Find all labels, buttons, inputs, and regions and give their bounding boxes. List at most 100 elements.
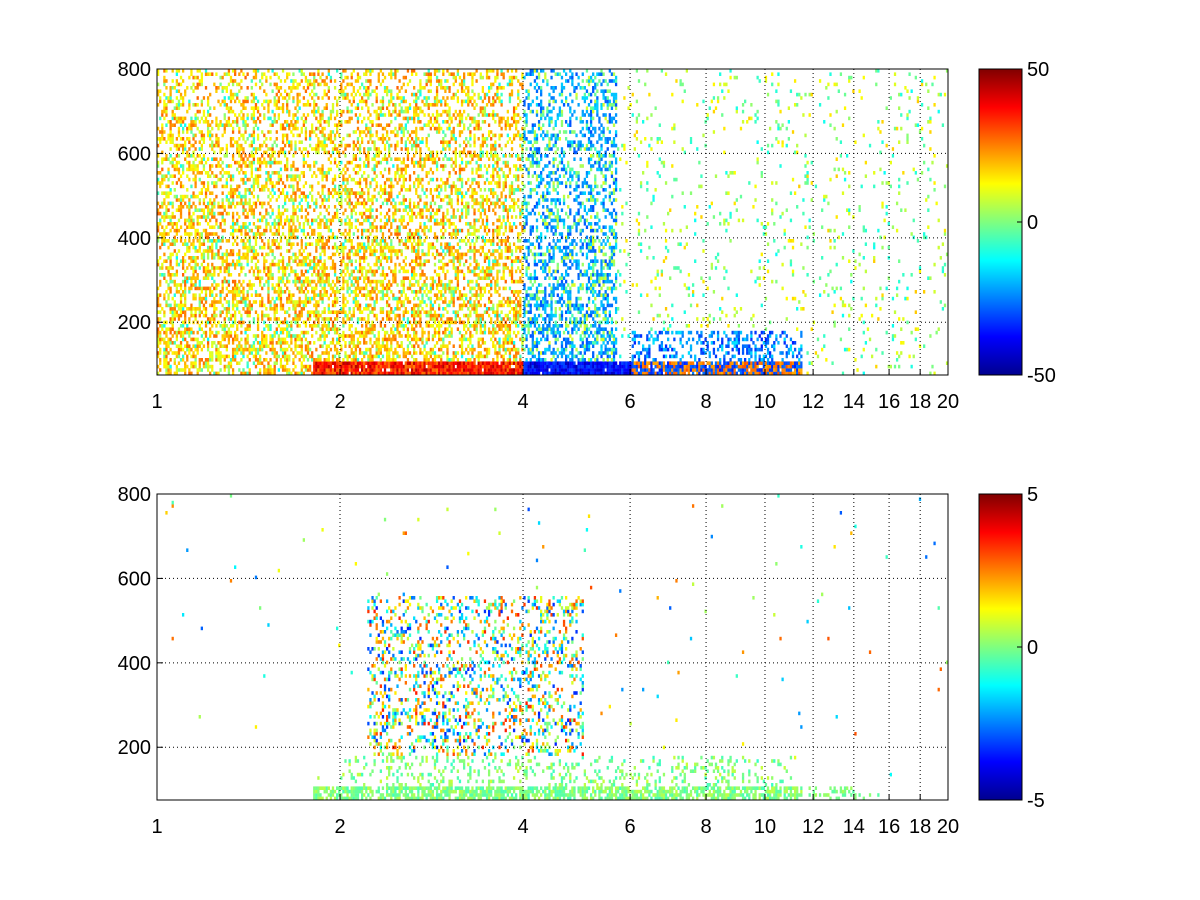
heatmap-cell bbox=[290, 371, 293, 376]
heatmap-cell bbox=[209, 123, 212, 127]
heatmap-cell bbox=[215, 307, 218, 311]
heatmap-cell bbox=[159, 361, 162, 365]
heatmap-cell bbox=[304, 245, 308, 250]
heatmap-cell bbox=[354, 290, 358, 294]
heatmap-cell bbox=[157, 310, 160, 314]
heatmap-cell bbox=[175, 120, 179, 124]
heatmap-cell bbox=[360, 174, 364, 178]
heatmap-cell bbox=[190, 130, 193, 134]
heatmap-cell bbox=[263, 266, 266, 270]
heatmap-cell bbox=[167, 191, 170, 195]
heatmap-cell bbox=[331, 218, 335, 223]
heatmap-cell bbox=[381, 252, 385, 257]
heatmap-cell bbox=[269, 337, 272, 342]
heatmap-cell bbox=[402, 286, 405, 291]
heatmap-cell bbox=[157, 82, 160, 87]
heatmap-cell bbox=[379, 273, 383, 277]
heatmap-cell bbox=[348, 249, 351, 253]
heatmap-cell bbox=[363, 334, 366, 338]
heatmap-cell bbox=[244, 160, 247, 165]
heatmap-cell bbox=[325, 218, 328, 223]
heatmap-cell bbox=[283, 198, 287, 202]
heatmap-cell bbox=[181, 293, 185, 297]
heatmap-cell bbox=[256, 347, 260, 352]
heatmap-cell bbox=[390, 143, 393, 148]
heatmap-cell bbox=[259, 283, 262, 287]
heatmap-cell bbox=[323, 361, 326, 365]
heatmap-cell bbox=[267, 171, 270, 175]
heatmap-cell bbox=[209, 239, 212, 243]
heatmap-cell bbox=[396, 371, 399, 376]
heatmap-cell bbox=[352, 143, 355, 148]
heatmap-cell bbox=[346, 215, 349, 219]
heatmap-cell bbox=[217, 201, 220, 206]
heatmap-cell bbox=[313, 293, 316, 297]
heatmap-cell bbox=[375, 235, 378, 240]
heatmap-cell bbox=[304, 330, 308, 335]
heatmap-cell bbox=[221, 184, 224, 189]
heatmap-cell bbox=[385, 317, 389, 321]
heatmap-cell bbox=[404, 334, 407, 338]
heatmap-cell bbox=[381, 310, 385, 314]
heatmap-cell bbox=[181, 198, 185, 202]
heatmap-cell bbox=[202, 361, 206, 365]
heatmap-cell bbox=[194, 307, 197, 311]
heatmap-cell bbox=[248, 222, 251, 226]
heatmap-cell bbox=[236, 96, 239, 100]
heatmap-cell bbox=[333, 123, 337, 127]
heatmap-cell bbox=[373, 307, 376, 311]
heatmap-cell bbox=[281, 205, 285, 209]
heatmap-cell bbox=[329, 293, 333, 297]
heatmap-cell bbox=[311, 198, 314, 202]
heatmap-cell bbox=[263, 320, 266, 325]
heatmap-cell bbox=[273, 103, 276, 107]
heatmap-cell bbox=[271, 344, 274, 348]
heatmap-cell bbox=[388, 310, 391, 314]
heatmap-cell bbox=[379, 82, 383, 87]
heatmap-cell bbox=[204, 266, 208, 270]
heatmap-cell bbox=[177, 313, 181, 318]
heatmap-cell bbox=[198, 364, 201, 369]
heatmap-cell bbox=[252, 354, 256, 359]
heatmap-cell bbox=[211, 191, 214, 195]
heatmap-cell bbox=[398, 157, 401, 161]
heatmap-cell bbox=[319, 167, 322, 172]
heatmap-cell bbox=[390, 194, 393, 199]
heatmap-cell bbox=[292, 351, 295, 355]
heatmap-cell bbox=[250, 307, 253, 311]
heatmap-cell bbox=[206, 181, 210, 185]
heatmap-cell bbox=[352, 86, 355, 90]
heatmap-cell bbox=[165, 300, 168, 304]
heatmap-cell bbox=[279, 296, 283, 301]
heatmap-cell bbox=[171, 109, 174, 114]
heatmap-cell bbox=[215, 86, 218, 90]
heatmap-cell bbox=[219, 164, 222, 168]
heatmap-cell bbox=[360, 317, 364, 321]
heatmap-cell bbox=[206, 344, 210, 348]
heatmap-cell bbox=[288, 92, 291, 97]
heatmap-cell bbox=[388, 283, 391, 287]
heatmap-cell bbox=[204, 215, 208, 219]
heatmap-cell bbox=[273, 72, 276, 76]
heatmap-cell bbox=[283, 266, 287, 270]
heatmap-cell bbox=[206, 222, 210, 226]
heatmap-cell bbox=[271, 109, 274, 114]
heatmap-cell bbox=[240, 157, 243, 161]
heatmap-cell bbox=[283, 164, 287, 168]
heatmap-cell bbox=[331, 215, 335, 219]
heatmap-cell bbox=[325, 150, 328, 155]
heatmap-cell bbox=[323, 245, 326, 250]
heatmap-cell bbox=[292, 228, 295, 233]
heatmap-cell bbox=[165, 354, 168, 359]
heatmap-cell bbox=[171, 137, 174, 141]
heatmap-cell bbox=[381, 113, 385, 117]
heatmap-cell bbox=[215, 137, 218, 141]
heatmap-cell bbox=[192, 123, 195, 127]
heatmap-cell bbox=[211, 215, 214, 219]
heatmap-cell bbox=[336, 245, 339, 250]
heatmap-cell bbox=[315, 150, 318, 155]
heatmap-cell bbox=[177, 126, 181, 131]
heatmap-cell bbox=[340, 347, 343, 352]
heatmap-cell bbox=[323, 341, 326, 345]
heatmap-cell bbox=[273, 317, 276, 321]
